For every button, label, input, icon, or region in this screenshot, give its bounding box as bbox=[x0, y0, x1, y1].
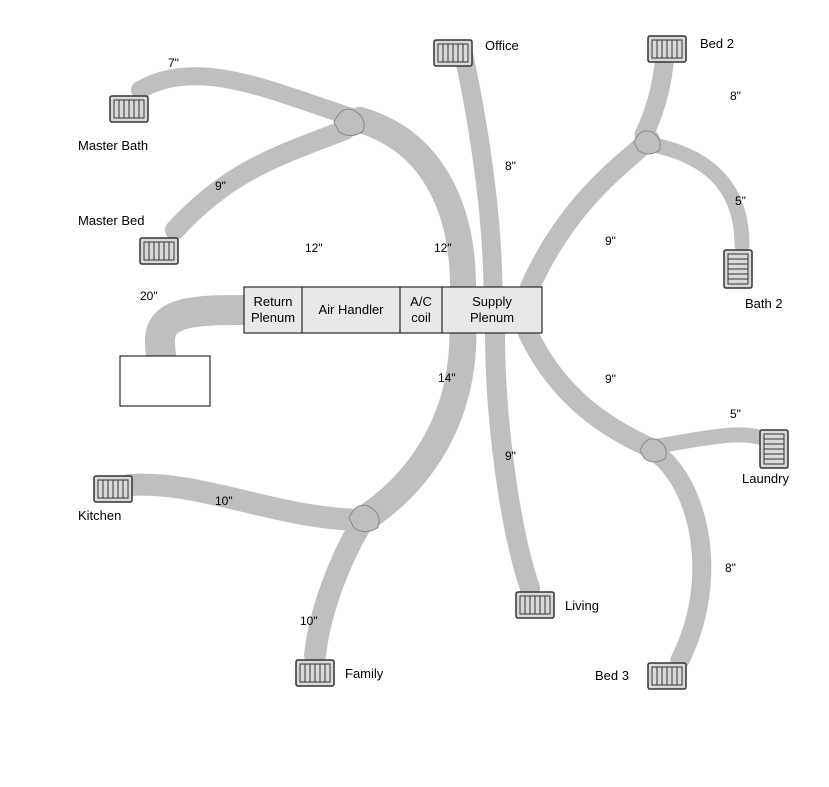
unit-label-ac_coil-l2: coil bbox=[411, 310, 431, 325]
hvac-duct-diagram: ReturnPlenumAir HandlerA/CcoilSupplyPlen… bbox=[0, 0, 829, 787]
return-grille-box bbox=[120, 356, 210, 406]
size-label-s10b: 10" bbox=[300, 614, 318, 628]
size-label-s5b: 5" bbox=[730, 407, 741, 421]
size-label-s9c: 9" bbox=[505, 449, 516, 463]
size-label-s10a: 10" bbox=[215, 494, 233, 508]
size-label-s9a: 9" bbox=[215, 179, 226, 193]
vent-living bbox=[516, 592, 554, 618]
room-label-master_bath: Master Bath bbox=[78, 138, 148, 153]
unit-label-air_handler: Air Handler bbox=[318, 302, 384, 317]
size-label-s8b: 8" bbox=[730, 89, 741, 103]
size-label-s8a: 8" bbox=[505, 159, 516, 173]
size-label-s8c: 8" bbox=[725, 561, 736, 575]
unit-label-return_plenum-l2: Plenum bbox=[251, 310, 295, 325]
unit-label-ac_coil-l1: A/C bbox=[410, 294, 432, 309]
size-label-s9b: 9" bbox=[605, 234, 616, 248]
room-label-living: Living bbox=[565, 598, 599, 613]
vent-bath2 bbox=[724, 250, 752, 288]
air-handler-unit: ReturnPlenumAir HandlerA/CcoilSupplyPlen… bbox=[244, 287, 542, 333]
room-label-family: Family bbox=[345, 666, 384, 681]
unit-label-supply_plenum-l1: Supply bbox=[472, 294, 512, 309]
vent-master_bed bbox=[140, 238, 178, 264]
size-label-s5a: 5" bbox=[735, 194, 746, 208]
size-label-s12: 12" bbox=[305, 241, 323, 255]
room-label-master_bed: Master Bed bbox=[78, 213, 144, 228]
unit-label-supply_plenum-l2: Plenum bbox=[470, 310, 514, 325]
room-label-kitchen: Kitchen bbox=[78, 508, 121, 523]
room-label-office: Office bbox=[485, 38, 519, 53]
vent-family bbox=[296, 660, 334, 686]
size-label-s20: 20" bbox=[140, 289, 158, 303]
room-label-laundry: Laundry bbox=[742, 471, 789, 486]
size-label-s7: 7" bbox=[168, 56, 179, 70]
vent-bed3 bbox=[648, 663, 686, 689]
vent-office bbox=[434, 40, 472, 66]
room-label-bed2: Bed 2 bbox=[700, 36, 734, 51]
vent-master_bath bbox=[110, 96, 148, 122]
vent-kitchen bbox=[94, 476, 132, 502]
vent-laundry bbox=[760, 430, 788, 468]
vent-bed2 bbox=[648, 36, 686, 62]
room-label-bed3: Bed 3 bbox=[595, 668, 629, 683]
unit-label-return_plenum-l1: Return bbox=[253, 294, 292, 309]
size-label-s12b: 12" bbox=[434, 241, 452, 255]
size-label-s9d: 9" bbox=[605, 372, 616, 386]
room-label-bath2: Bath 2 bbox=[745, 296, 783, 311]
size-label-s14: 14" bbox=[438, 371, 456, 385]
